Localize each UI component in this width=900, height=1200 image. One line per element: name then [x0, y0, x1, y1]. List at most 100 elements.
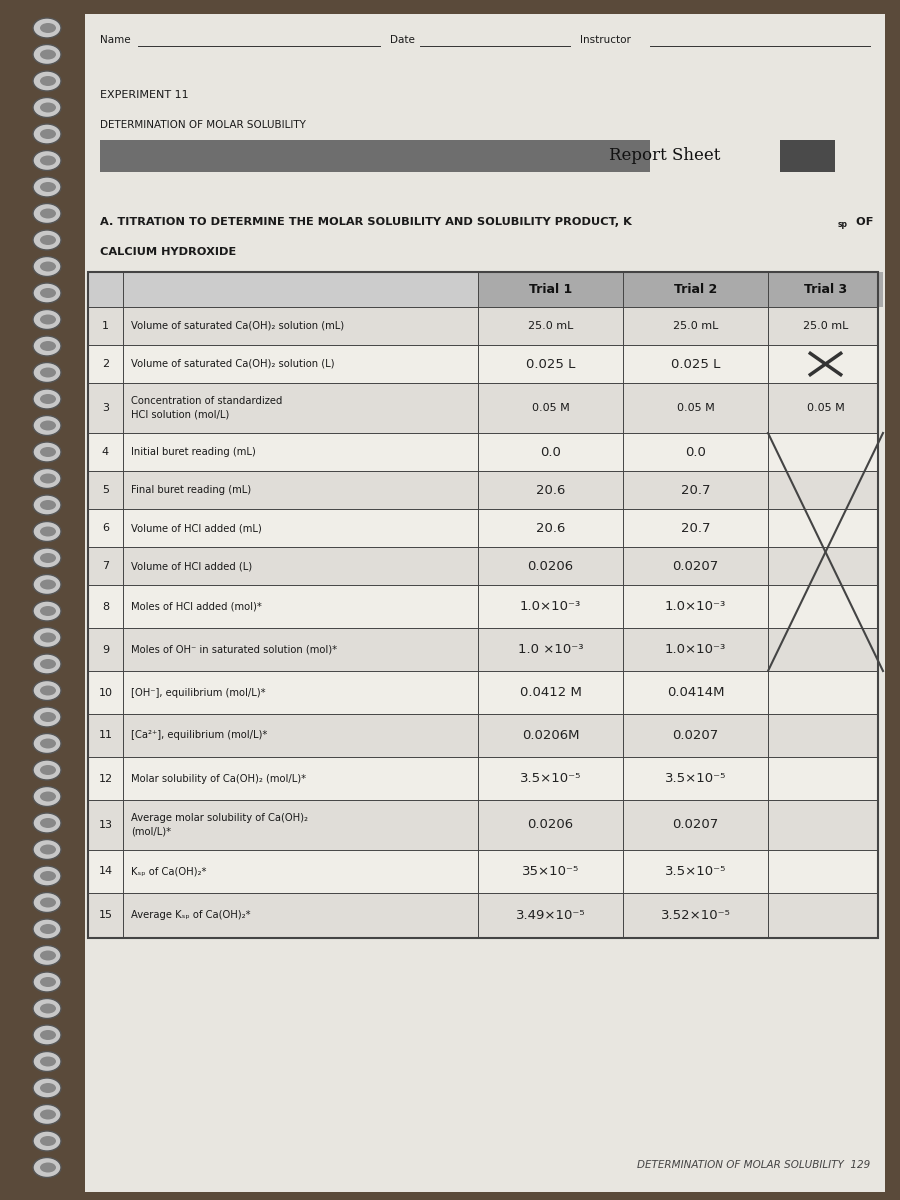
Text: 10: 10: [98, 688, 112, 697]
Ellipse shape: [40, 871, 56, 881]
Ellipse shape: [40, 474, 56, 484]
FancyBboxPatch shape: [88, 671, 878, 714]
Ellipse shape: [40, 1030, 56, 1040]
Text: Average Kₛₚ of Ca(OH)₂*: Average Kₛₚ of Ca(OH)₂*: [131, 911, 250, 920]
Text: Report Sheet: Report Sheet: [609, 148, 721, 164]
Ellipse shape: [40, 49, 56, 60]
Text: Moles of HCl added (mol)*: Moles of HCl added (mol)*: [131, 601, 262, 612]
Text: Volume of HCl added (L): Volume of HCl added (L): [131, 562, 252, 571]
Ellipse shape: [40, 1163, 56, 1172]
Ellipse shape: [40, 580, 56, 589]
Ellipse shape: [40, 950, 56, 960]
Text: sp: sp: [838, 220, 848, 229]
Text: 3.5×10⁻⁵: 3.5×10⁻⁵: [665, 865, 726, 878]
Ellipse shape: [40, 898, 56, 907]
Text: 6: 6: [102, 523, 109, 533]
Text: 3.49×10⁻⁵: 3.49×10⁻⁵: [516, 910, 585, 922]
Ellipse shape: [40, 712, 56, 722]
Ellipse shape: [40, 818, 56, 828]
Text: 0.0207: 0.0207: [672, 559, 718, 572]
Ellipse shape: [40, 766, 56, 775]
Text: 1.0×10⁻³: 1.0×10⁻³: [665, 643, 726, 656]
Text: 0.0207: 0.0207: [672, 730, 718, 742]
Text: 13: 13: [98, 820, 112, 830]
Text: 0.05 M: 0.05 M: [532, 403, 570, 413]
Ellipse shape: [40, 156, 56, 166]
Ellipse shape: [33, 230, 61, 250]
Ellipse shape: [33, 257, 61, 276]
Text: EXPERIMENT 11: EXPERIMENT 11: [100, 90, 189, 100]
Ellipse shape: [33, 840, 61, 859]
Text: 8: 8: [102, 601, 109, 612]
Ellipse shape: [40, 76, 56, 86]
Ellipse shape: [33, 601, 61, 622]
Text: 14: 14: [98, 866, 112, 876]
Text: 1.0×10⁻³: 1.0×10⁻³: [520, 600, 581, 613]
Text: 20.7: 20.7: [680, 484, 710, 497]
FancyBboxPatch shape: [768, 272, 883, 307]
Ellipse shape: [33, 1104, 61, 1124]
Text: [OH⁻], equilibrium (mol/L)*: [OH⁻], equilibrium (mol/L)*: [131, 688, 266, 697]
Ellipse shape: [40, 632, 56, 642]
Ellipse shape: [33, 548, 61, 568]
Ellipse shape: [33, 362, 61, 383]
Text: 9: 9: [102, 644, 109, 654]
Ellipse shape: [33, 44, 61, 65]
Ellipse shape: [40, 448, 56, 457]
Text: 25.0 mL: 25.0 mL: [803, 320, 848, 331]
Text: 1.0×10⁻³: 1.0×10⁻³: [665, 600, 726, 613]
Ellipse shape: [40, 209, 56, 218]
Text: 20.6: 20.6: [536, 484, 565, 497]
Ellipse shape: [33, 522, 61, 541]
FancyBboxPatch shape: [88, 547, 878, 586]
FancyBboxPatch shape: [88, 272, 478, 307]
Text: 3: 3: [102, 403, 109, 413]
Ellipse shape: [33, 972, 61, 992]
Text: Concentration of standardized
HCl solution (mol/L): Concentration of standardized HCl soluti…: [131, 396, 283, 420]
Ellipse shape: [33, 946, 61, 966]
Ellipse shape: [33, 893, 61, 912]
Ellipse shape: [33, 336, 61, 356]
Text: 5: 5: [102, 485, 109, 496]
Ellipse shape: [40, 288, 56, 298]
Ellipse shape: [40, 102, 56, 113]
Text: 35×10⁻⁵: 35×10⁻⁵: [522, 865, 579, 878]
FancyBboxPatch shape: [88, 714, 878, 757]
Text: 3.5×10⁻⁵: 3.5×10⁻⁵: [520, 772, 581, 785]
Text: 0.025 L: 0.025 L: [670, 358, 720, 371]
Ellipse shape: [40, 553, 56, 563]
Text: 15: 15: [98, 911, 112, 920]
Ellipse shape: [40, 659, 56, 670]
Ellipse shape: [33, 124, 61, 144]
Ellipse shape: [40, 182, 56, 192]
Ellipse shape: [33, 680, 61, 701]
Ellipse shape: [40, 606, 56, 616]
Text: 0.0: 0.0: [685, 445, 706, 458]
Text: Date: Date: [390, 35, 415, 44]
Text: DETERMINATION OF MOLAR SOLUBILITY  129: DETERMINATION OF MOLAR SOLUBILITY 129: [636, 1160, 870, 1170]
FancyBboxPatch shape: [100, 140, 650, 172]
Text: 20.7: 20.7: [680, 522, 710, 534]
Ellipse shape: [33, 496, 61, 515]
Ellipse shape: [40, 23, 56, 32]
Ellipse shape: [33, 310, 61, 330]
FancyBboxPatch shape: [85, 14, 885, 1192]
Text: 11: 11: [98, 731, 112, 740]
Ellipse shape: [33, 442, 61, 462]
Ellipse shape: [33, 575, 61, 594]
Ellipse shape: [40, 1136, 56, 1146]
Text: Moles of OH⁻ in saturated solution (mol)*: Moles of OH⁻ in saturated solution (mol)…: [131, 644, 338, 654]
Text: Volume of saturated Ca(OH)₂ solution (mL): Volume of saturated Ca(OH)₂ solution (mL…: [131, 320, 344, 331]
Ellipse shape: [40, 500, 56, 510]
Ellipse shape: [33, 733, 61, 754]
Text: 0.0206: 0.0206: [527, 559, 573, 572]
Text: 0.025 L: 0.025 L: [526, 358, 575, 371]
FancyBboxPatch shape: [88, 586, 878, 628]
Text: CALCIUM HYDROXIDE: CALCIUM HYDROXIDE: [100, 247, 236, 257]
Text: Volume of saturated Ca(OH)₂ solution (L): Volume of saturated Ca(OH)₂ solution (L): [131, 359, 335, 370]
Text: 20.6: 20.6: [536, 522, 565, 534]
Ellipse shape: [33, 18, 61, 38]
Ellipse shape: [40, 262, 56, 271]
Ellipse shape: [40, 738, 56, 749]
Text: 0.05 M: 0.05 M: [677, 403, 715, 413]
